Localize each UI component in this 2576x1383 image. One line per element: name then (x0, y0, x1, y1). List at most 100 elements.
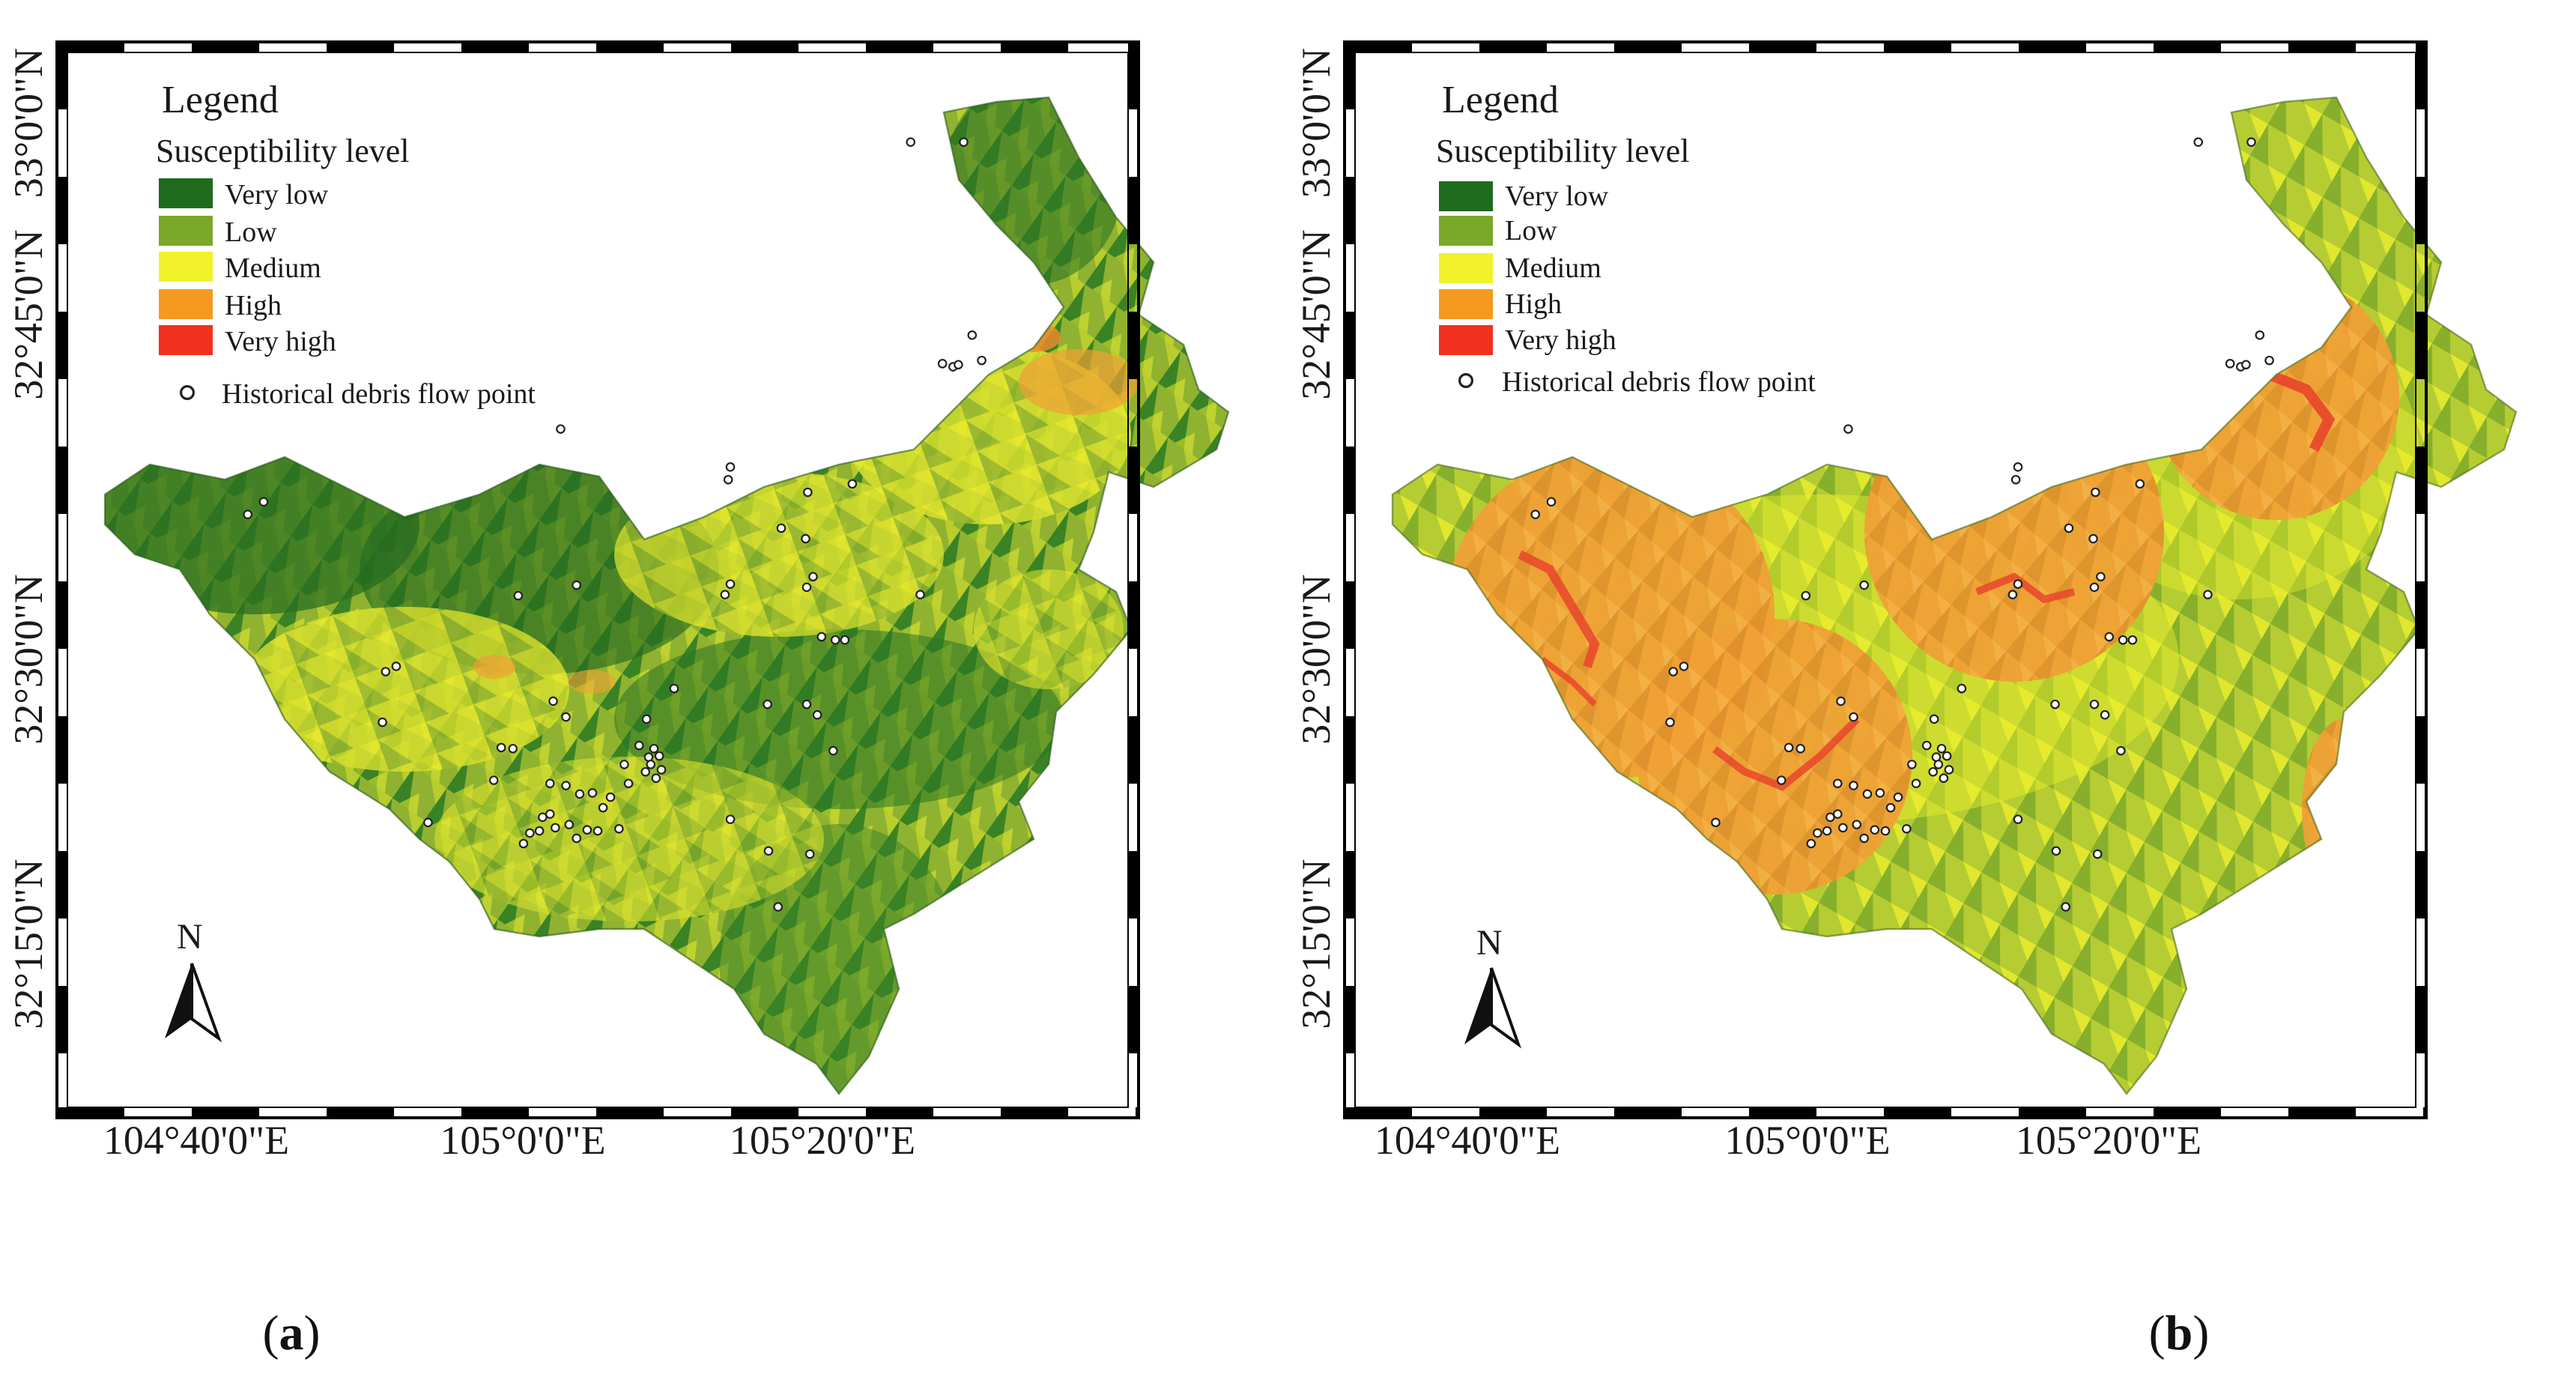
lon-label: 104°40'0"E (103, 1118, 289, 1163)
debris-flow-point (2096, 572, 2106, 582)
legend-label-very-low: Very low (225, 179, 329, 211)
north-arrow-icon: N (1464, 923, 1522, 1049)
frame-tick (192, 1107, 259, 1118)
debris-flow-point (725, 814, 736, 824)
debris-flow-point (572, 580, 581, 590)
lat-label: 32°30'0"N (1294, 574, 1339, 744)
debris-flow-point (1921, 740, 1932, 751)
map-frame-a (55, 40, 1140, 1119)
legend-label-medium: Medium (225, 252, 321, 284)
legend-swatch-very-high (159, 325, 213, 355)
debris-flow-point (1546, 497, 1557, 507)
debris-flow-point (1907, 760, 1917, 769)
legend-swatch-low (159, 216, 213, 246)
debris-flow-point (669, 683, 679, 694)
debris-flow-point (556, 424, 566, 434)
lat-label: 32°45'0"N (1294, 229, 1339, 399)
frame-tick (2416, 851, 2426, 919)
lat-labels-a: 33°0'0"N 32°45'0"N 32°30'0"N 32°15'0"N (6, 48, 51, 1029)
frame-tick (327, 1107, 394, 1118)
debris-flow-point (243, 509, 253, 520)
debris-flow-point (763, 846, 774, 856)
debris-flow-point (808, 572, 818, 582)
frame-tick (57, 716, 67, 784)
frame-tick (1128, 851, 1139, 919)
frame-tick (2423, 1107, 2426, 1118)
frame-tick (1749, 1107, 1816, 1118)
legend-label-very-high: Very high (1505, 324, 1616, 356)
legend-swatch-low (1439, 216, 1493, 246)
debris-flow-point (2203, 590, 2213, 600)
frame-tick (1345, 312, 1355, 379)
debris-flow-point (2225, 359, 2235, 369)
debris-flow-point (2050, 699, 2060, 709)
frame-tick (2019, 42, 2086, 52)
debris-flow-point (551, 823, 560, 833)
frame-tick (2416, 581, 2426, 649)
debris-flow-point (654, 751, 664, 761)
frame-tick (57, 986, 67, 1053)
legend-swatch-medium (159, 252, 213, 282)
debris-flow-point (656, 765, 667, 775)
debris-flow-point (2061, 902, 2071, 912)
debris-flow-point (1822, 826, 1832, 836)
debris-flow-point (378, 717, 387, 727)
debris-flow-point (1929, 714, 1939, 724)
map-frame-b (1343, 40, 2428, 1119)
debris-flow-point (2013, 814, 2023, 824)
debris-flow-point (2010, 474, 2021, 485)
debris-flow-point (828, 745, 838, 756)
legend-b: Legend Susceptibility level Very low Low… (1436, 79, 1816, 398)
debris-flow-point (1875, 788, 1885, 798)
debris-flow-point (1838, 823, 1848, 833)
debris-flow-point (1530, 509, 1541, 520)
debris-flow-point (1813, 828, 1822, 838)
legend-title: Legend (162, 79, 279, 121)
lon-label: 105°0'0"E (440, 1118, 605, 1163)
debris-flow-point (840, 635, 850, 645)
legend-a: Legend Susceptibility level Very low Low… (156, 79, 536, 410)
frame-tick (57, 42, 67, 109)
debris-flow-point (1936, 743, 1947, 754)
frame-tick (731, 1107, 798, 1118)
debris-flow-point (623, 778, 634, 789)
debris-flow-point (587, 788, 598, 798)
north-label: N (1476, 923, 1503, 963)
frame-tick (192, 42, 259, 52)
debris-flow-point (513, 590, 524, 601)
frame-tick (866, 1107, 933, 1118)
legend-label-very-low: Very low (1505, 181, 1609, 212)
debris-flow-point (258, 497, 269, 507)
debris-flow-point (1902, 823, 1912, 834)
legend-swatch-very-high (1439, 325, 1493, 355)
debris-flow-point (572, 833, 581, 844)
debris-flow-point (605, 792, 616, 802)
debris-flow-point (619, 760, 629, 769)
debris-flow-point (381, 667, 391, 677)
debris-flow-point (723, 474, 733, 485)
debris-flow-point (2116, 745, 2126, 756)
legend-swatch-high (1439, 289, 1493, 319)
debris-flow-point (614, 823, 624, 834)
debris-flow-point (1957, 683, 1967, 694)
debris-flow-point (2100, 709, 2110, 720)
lon-labels-b: 104°40'0"E 105°0'0"E 105°20'0"E (1375, 1118, 2201, 1163)
debris-flow-point (518, 838, 529, 849)
frame-tick (57, 312, 67, 379)
debris-flow-point (1939, 773, 1949, 784)
debris-flow-point (1944, 765, 1954, 775)
debris-flow-point (538, 812, 548, 823)
frame-tick (1001, 42, 1068, 52)
debris-flow-point (2013, 462, 2023, 472)
debris-flow-point (1843, 424, 1853, 434)
frame-tick (1345, 447, 1355, 514)
legend-swatch-medium (1439, 253, 1493, 283)
debris-flow-point (1806, 838, 1816, 849)
north-label: N (177, 917, 203, 957)
debris-flow-point (561, 781, 571, 790)
debris-flow-point (582, 825, 593, 835)
debris-flow-point (2091, 487, 2100, 497)
debris-flow-point (725, 579, 736, 589)
debris-flow-point (1665, 717, 1675, 727)
frame-tick (1345, 716, 1355, 784)
